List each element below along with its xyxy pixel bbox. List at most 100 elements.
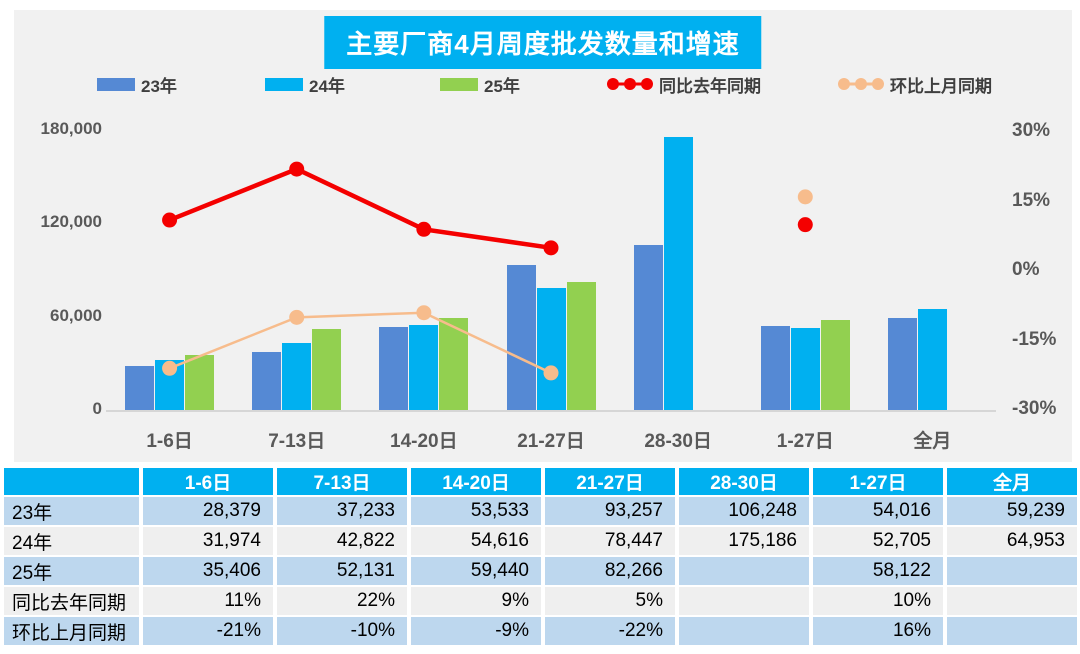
legend-item-同比去年同期: 同比去年同期 <box>607 72 761 96</box>
table-cell-24年-21-27日: 78,447 <box>545 527 675 555</box>
bar-24年-21-27日 <box>536 287 566 410</box>
table-cell-同比去年同期-7-13日: 22% <box>277 587 407 615</box>
bar-25年-21-27日 <box>566 282 596 410</box>
table-header-cell-28-30日: 28-30日 <box>679 468 809 495</box>
y-axis-tick: 180,000 <box>40 119 102 138</box>
bar-24年-14-20日 <box>409 325 439 410</box>
table-cell-同比去年同期-28-30日 <box>679 587 809 615</box>
x-axis-label: 21-27日 <box>517 431 585 452</box>
table-cell-环比上月同期-全月 <box>947 617 1077 645</box>
point-同比去年同期-21-27日 <box>543 240 559 256</box>
bar-23年-28-30日 <box>633 244 663 410</box>
table-cell-同比去年同期-全月 <box>947 587 1077 615</box>
table-header-cell-1-6日: 1-6日 <box>143 468 273 495</box>
y2-axis-tick: 30% <box>1012 120 1051 141</box>
table-cell-同比去年同期-14-20日: 9% <box>411 587 541 615</box>
bar-24年-7-13日 <box>282 343 312 410</box>
bar-23年-1-6日 <box>125 365 155 410</box>
legend-line-icon <box>838 78 884 90</box>
bar-23年-7-13日 <box>252 352 282 410</box>
y2-axis-tick: 0% <box>1012 259 1040 280</box>
line-环比上月同期 <box>169 311 552 375</box>
line-layer <box>162 161 813 381</box>
row-label: 同比去年同期 <box>4 587 139 615</box>
table-header-cell-blank <box>4 468 139 495</box>
legend-swatch-icon <box>97 77 135 91</box>
table-cell-23年-28-30日: 106,248 <box>679 497 809 525</box>
point-同比去年同期-1-6日 <box>162 212 178 228</box>
table-cell-同比去年同期-1-27日: 10% <box>813 587 943 615</box>
table-cell-环比上月同期-28-30日 <box>679 617 809 645</box>
table-cell-24年-全月: 64,953 <box>947 527 1077 555</box>
table-row-24年: 24年 31,974 42,822 54,616 78,447 175,186 52,705… <box>4 527 1077 555</box>
bar-23年-14-20日 <box>379 326 409 410</box>
table-cell-24年-28-30日: 175,186 <box>679 527 809 555</box>
point-同比去年同期-7-13日 <box>289 161 305 177</box>
table-row-同比去年同期: 同比去年同期 11% 22% 9% 5% 10% <box>4 587 1077 615</box>
chart-panel: 主要厂商4月周度批发数量和增速 23年 24年 25年 同比去年同期 环比上月同期 180… <box>14 10 1072 462</box>
table-cell-24年-7-13日: 42,822 <box>277 527 407 555</box>
legend-item-环比上月同期: 环比上月同期 <box>838 72 992 96</box>
table-cell-环比上月同期-21-27日: -22% <box>545 617 675 645</box>
point-环比上月同期-1-6日 <box>162 360 178 376</box>
table-header-cell-14-20日: 14-20日 <box>411 468 541 495</box>
table-header-cell-1-27日: 1-27日 <box>813 468 943 495</box>
point-环比上月同期-7-13日 <box>289 309 305 325</box>
table-cell-25年-14-20日: 59,440 <box>411 557 541 585</box>
bar-24年-1-27日 <box>790 328 820 410</box>
bar-25年-7-13日 <box>312 328 342 410</box>
table-cell-同比去年同期-1-6日: 11% <box>143 587 273 615</box>
table-cell-25年-7-13日: 52,131 <box>277 557 407 585</box>
legend-item-24年: 24年 <box>265 72 345 96</box>
table-cell-25年-1-27日: 58,122 <box>813 557 943 585</box>
table-header-cell-7-13日: 7-13日 <box>277 468 407 495</box>
y2-axis-tick: 15% <box>1012 189 1051 211</box>
bar-25年-14-20日 <box>439 317 469 410</box>
legend-label: 25年 <box>484 76 520 96</box>
bar-23年-1-27日 <box>760 325 790 410</box>
table-header-row: 1-6日 7-13日 14-20日 21-27日 28-30日 1-27日 全月 <box>4 468 1077 495</box>
table-cell-环比上月同期-14-20日: -9% <box>411 617 541 645</box>
x-axis-label: 14-20日 <box>390 431 458 452</box>
table-cell-24年-14-20日: 54,616 <box>411 527 541 555</box>
table-cell-24年-1-27日: 52,705 <box>813 527 943 555</box>
legend-item-23年: 23年 <box>97 72 177 96</box>
row-label: 24年 <box>4 527 139 555</box>
y-axis-tick: 60,000 <box>50 305 102 325</box>
bar-24年-全月 <box>917 308 947 410</box>
bar-25年-1-6日 <box>185 354 215 410</box>
table-cell-25年-1-6日: 35,406 <box>143 557 273 585</box>
table-cell-环比上月同期-7-13日: -10% <box>277 617 407 645</box>
row-label: 25年 <box>4 557 139 585</box>
table-cell-同比去年同期-21-27日: 5% <box>545 587 675 615</box>
point-环比上月同期-14-20日 <box>416 305 432 321</box>
bar-25年-1-27日 <box>820 319 850 410</box>
table-cell-25年-28-30日 <box>679 557 809 585</box>
legend-label: 24年 <box>309 76 345 96</box>
table-row-23年: 23年 28,379 37,233 53,533 93,257 106,248 54,016… <box>4 497 1077 525</box>
legend-swatch-icon <box>440 77 478 91</box>
point-环比上月同期-21-27日 <box>543 365 559 381</box>
table-cell-23年-14-20日: 53,533 <box>411 497 541 525</box>
legend-line-icon <box>607 78 653 90</box>
data-table: 1-6日 7-13日 14-20日 21-27日 28-30日 1-27日 全月 23年 28,… <box>0 466 1080 647</box>
table-cell-23年-1-27日: 54,016 <box>813 497 943 525</box>
line-同比去年同期 <box>168 166 552 251</box>
point-同比去年同期-14-20日 <box>416 221 432 237</box>
bar-24年-28-30日 <box>663 137 693 410</box>
table-cell-23年-7-13日: 37,233 <box>277 497 407 525</box>
legend-swatch-icon <box>265 77 303 91</box>
y2-axis-tick: -30% <box>1012 398 1057 419</box>
x-axis-label: 28-30日 <box>644 431 712 452</box>
table-cell-24年-1-6日: 31,974 <box>143 527 273 555</box>
table-cell-环比上月同期-1-6日: -21% <box>143 617 273 645</box>
table-row-环比上月同期: 环比上月同期 -21% -10% -9% -22% 16% <box>4 617 1077 645</box>
table-cell-23年-全月: 59,239 <box>947 497 1077 525</box>
point-环比上月同期-1-27日 <box>797 189 813 205</box>
legend-label: 同比去年同期 <box>659 76 761 96</box>
table-cell-25年-全月 <box>947 557 1077 585</box>
point-同比去年同期-1-27日 <box>797 217 813 233</box>
row-label: 23年 <box>4 497 139 525</box>
table-cell-环比上月同期-1-27日: 16% <box>813 617 943 645</box>
